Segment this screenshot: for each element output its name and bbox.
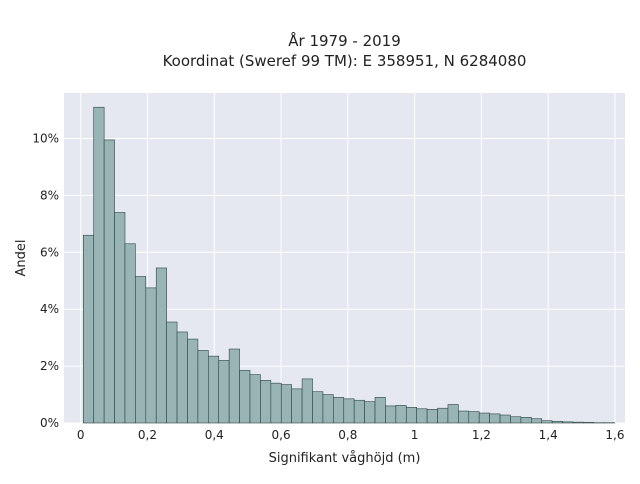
histogram-bar bbox=[156, 268, 166, 423]
y-tick-label: 2% bbox=[40, 359, 59, 373]
histogram-bar bbox=[573, 422, 583, 423]
x-tick-label: 0,2 bbox=[138, 428, 157, 442]
y-axis-label: Andel bbox=[14, 240, 29, 277]
histogram-bar bbox=[406, 407, 416, 423]
histogram-bar bbox=[365, 402, 375, 423]
x-tick-label: 1,4 bbox=[539, 428, 558, 442]
chart-title-line1: År 1979 - 2019 bbox=[288, 31, 401, 50]
x-tick-label: 0,6 bbox=[272, 428, 291, 442]
histogram-bar bbox=[187, 339, 197, 423]
histogram-bar bbox=[427, 409, 437, 423]
histogram-bar bbox=[83, 235, 93, 423]
histogram-bar bbox=[292, 389, 302, 423]
y-tick-label: 8% bbox=[40, 188, 59, 202]
histogram-bar bbox=[281, 385, 291, 423]
histogram-bar bbox=[417, 409, 427, 423]
histogram-bar bbox=[260, 380, 270, 423]
histogram-bar bbox=[229, 349, 239, 423]
y-tick-label: 10% bbox=[32, 132, 59, 146]
histogram-bar bbox=[313, 392, 323, 423]
x-tick-label: 0,4 bbox=[205, 428, 224, 442]
histogram-bar bbox=[552, 421, 562, 423]
histogram-bar bbox=[333, 397, 343, 423]
histogram-bar bbox=[563, 422, 573, 423]
histogram-bar bbox=[302, 379, 312, 423]
histogram-bar bbox=[167, 322, 177, 423]
histogram-bar bbox=[583, 422, 593, 423]
x-tick-label: 0 bbox=[77, 428, 85, 442]
histogram-bar bbox=[479, 413, 489, 423]
x-tick-label: 1,6 bbox=[605, 428, 624, 442]
x-tick-label: 0,8 bbox=[338, 428, 357, 442]
histogram-bar bbox=[531, 419, 541, 423]
histogram-bar bbox=[177, 332, 187, 423]
histogram-bar bbox=[240, 370, 250, 423]
x-tick-label: 1,2 bbox=[472, 428, 491, 442]
y-tick-label: 6% bbox=[40, 245, 59, 259]
histogram-bar bbox=[115, 212, 125, 423]
histogram-bar bbox=[104, 140, 114, 423]
histogram-bar bbox=[354, 400, 364, 423]
histogram-bar bbox=[219, 360, 229, 423]
histogram-bar bbox=[208, 356, 218, 423]
y-tick-label: 4% bbox=[40, 302, 59, 316]
histogram-bar bbox=[125, 244, 135, 423]
histogram-bar bbox=[458, 411, 468, 423]
histogram-bar bbox=[542, 421, 552, 423]
histogram-bar bbox=[521, 417, 531, 423]
histogram-bar bbox=[438, 408, 448, 423]
histogram-bar bbox=[344, 399, 354, 423]
histogram-bar bbox=[469, 412, 479, 423]
histogram-bar bbox=[510, 417, 520, 423]
y-tick-label: 0% bbox=[40, 416, 59, 430]
histogram-bar bbox=[135, 276, 145, 423]
histogram-bar bbox=[250, 375, 260, 423]
histogram-bar bbox=[323, 395, 333, 423]
histogram-bar bbox=[490, 414, 500, 423]
histogram-bar bbox=[375, 397, 385, 423]
histogram-bar bbox=[94, 107, 104, 423]
histogram-bar bbox=[396, 405, 406, 423]
x-axis-label: Signifikant våghöjd (m) bbox=[269, 451, 421, 466]
chart-title-line2: Koordinat (Sweref 99 TM): E 358951, N 62… bbox=[163, 52, 527, 70]
histogram-bar bbox=[385, 406, 395, 423]
x-tick-label: 1 bbox=[411, 428, 419, 442]
histogram-bar bbox=[198, 350, 208, 423]
histogram-bar bbox=[448, 405, 458, 423]
histogram-bar bbox=[271, 383, 281, 423]
histogram-bar bbox=[500, 415, 510, 423]
histogram-bar bbox=[146, 288, 156, 423]
